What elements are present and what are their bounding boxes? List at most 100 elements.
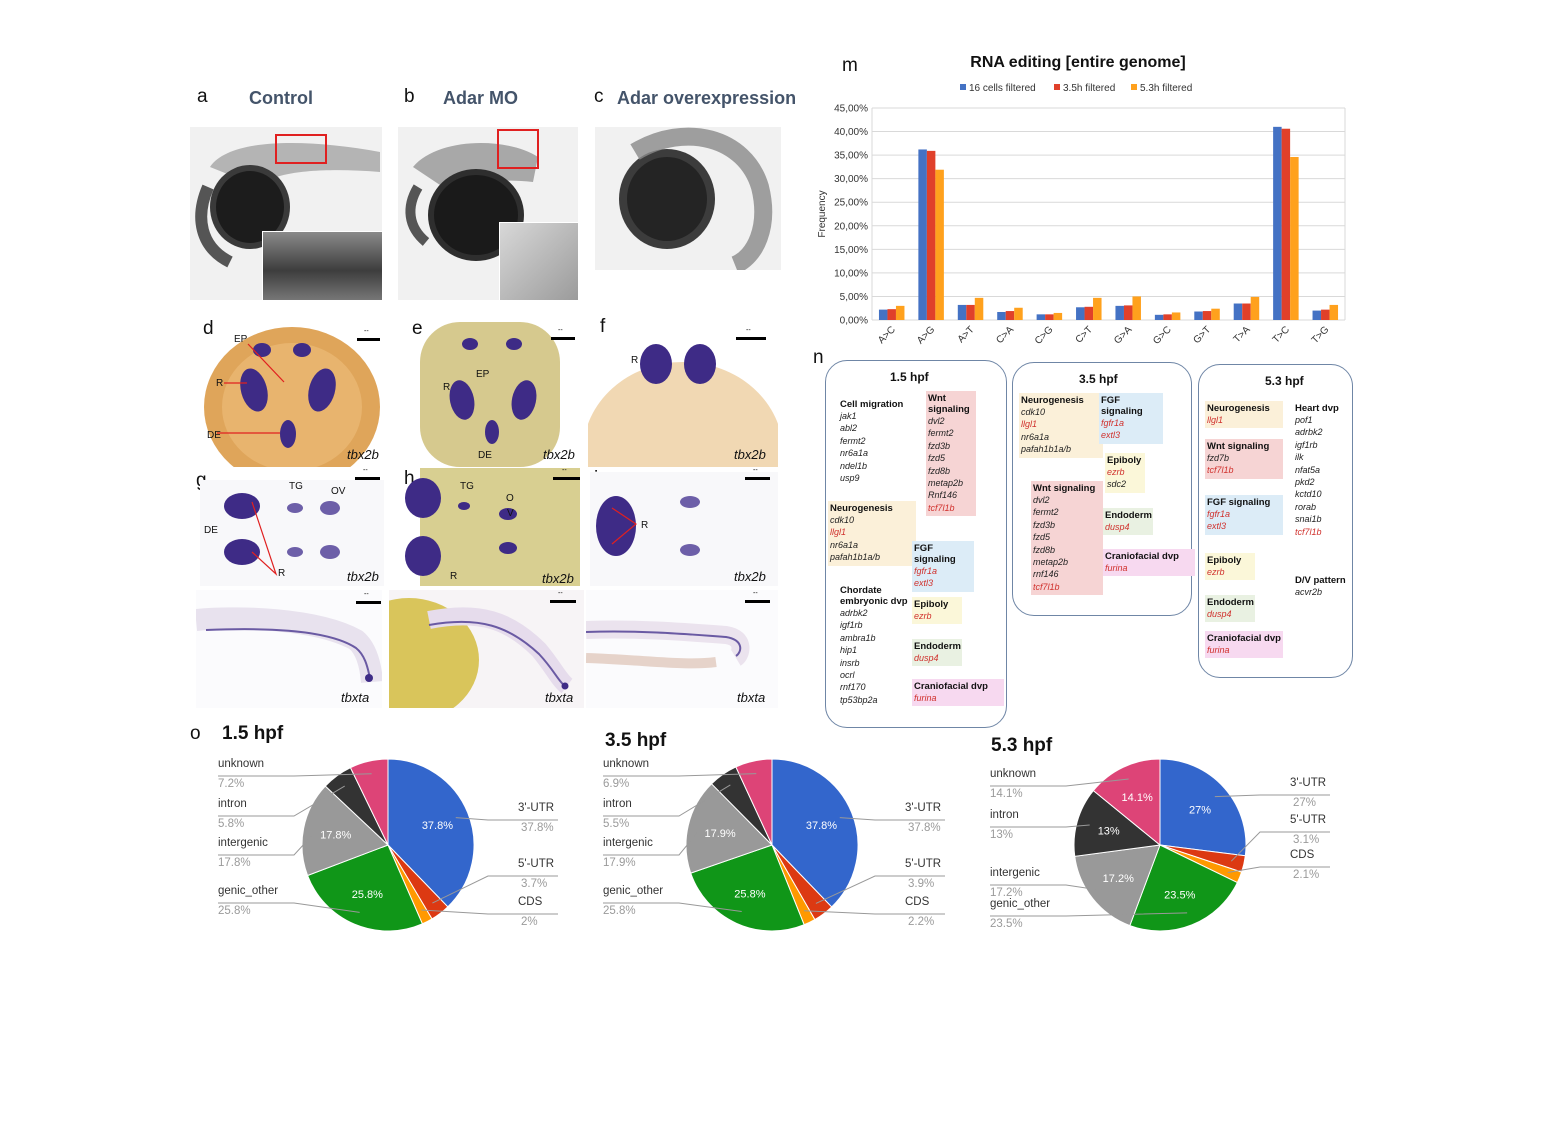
pie-legend-label: unknown — [603, 758, 650, 770]
pie-legend-label: 3'-UTR — [1290, 777, 1327, 789]
gene-name: fzd8b — [928, 465, 951, 476]
pie-legend-label: intergenic — [603, 837, 653, 849]
gene-name: rorab — [1295, 501, 1317, 512]
gene-label-d: tbx2b — [347, 447, 379, 462]
label-ep-d: EP — [234, 334, 248, 345]
bar — [1290, 156, 1299, 320]
pie-slice — [771, 844, 816, 926]
label-r-e: R — [443, 382, 451, 393]
scale-bar-h — [553, 477, 580, 480]
go-category: Wnt signaling dvl2 fermt2 fzd3b fzd5 fzd8b met… — [926, 391, 976, 517]
bar — [1014, 307, 1023, 320]
legend-entry: 16 cells filtered — [969, 83, 1036, 94]
pie-slice — [690, 844, 805, 932]
panel-letter-f: f — [600, 316, 606, 337]
gene-name: sdc2 — [1107, 479, 1127, 490]
scale-tick-d: -- — [364, 328, 369, 335]
pie-slice — [735, 758, 773, 846]
gene-name: ambra1b — [840, 632, 876, 643]
go-category: FGF signaling fgfr1a extl3 — [1099, 393, 1163, 444]
label-r-f: R — [631, 355, 639, 366]
gene-name: fzd3b — [928, 440, 951, 451]
label-ov-g: OV — [331, 486, 346, 497]
y-tick-label: 30,00% — [834, 174, 868, 185]
ish-photo-g — [200, 480, 384, 586]
panel-letter-d: d — [203, 318, 214, 339]
gene-name: furina — [1105, 563, 1128, 573]
go-category: Chordate embryonic dvp adrbk2 igf1rb ambra1… — [838, 583, 916, 708]
pie-leader-line — [803, 910, 945, 915]
label-r-h: R — [450, 571, 458, 582]
x-tick-label: A>C — [876, 324, 898, 346]
go-category-title: Neurogenesis — [1207, 403, 1270, 414]
go-category-title: Neurogenesis — [1021, 395, 1084, 406]
go-box-title: 3.5 hpf — [1079, 372, 1118, 386]
pie-legend-label: intergenic — [218, 837, 268, 849]
gene-name: igf1rb — [1295, 439, 1318, 450]
pie-leader-line — [990, 824, 1090, 828]
label-de-d: DE — [207, 430, 221, 441]
pie-leader-line — [990, 912, 1188, 917]
bar — [887, 309, 896, 320]
pie-legend-value: 7.2% — [218, 778, 245, 790]
gene-name: fzd5 — [928, 453, 946, 464]
pie-slice — [685, 783, 773, 874]
pie-leader-line — [603, 773, 757, 777]
y-tick-label: 15,00% — [834, 245, 868, 256]
pie-leader-line — [839, 817, 945, 821]
gene-name: nr6a1a — [840, 448, 869, 459]
chart-title: RNA editing [entire genome] — [970, 54, 1185, 71]
pie-legend-label: unknown — [990, 768, 1037, 780]
gene-name: fgfr1a — [1101, 418, 1125, 428]
gene-name: llgl1 — [1021, 419, 1038, 430]
rna-editing-bar-chart: RNA editing [entire genome] 16 cells filt… — [817, 54, 1346, 347]
gene-name: pkd2 — [1295, 477, 1315, 488]
x-tick-label: C>A — [994, 324, 1016, 346]
pie-slice — [1073, 789, 1162, 857]
scale-bar-f — [736, 337, 766, 340]
pie-legend-label: intron — [990, 809, 1019, 821]
pie-leader-line — [421, 909, 558, 915]
go-category: Wnt signaling dvl2 fermt2 fzd3b fzd5 fzd8b met… — [1031, 481, 1103, 596]
go-category: FGF signaling fgfr1a extl3 — [912, 541, 974, 592]
gene-name: metap2b — [1033, 557, 1069, 568]
pie-slice — [387, 758, 475, 908]
pie-title: 1.5 hpf — [222, 723, 284, 744]
go-category: Neurogenesis llgl1 — [1205, 401, 1283, 429]
bar — [935, 169, 944, 320]
x-tick-label: G>C — [1151, 324, 1174, 347]
label-de-e: DE — [478, 450, 492, 461]
embryo-photo-adar-mo — [398, 127, 578, 300]
pie-legend-label: 5'-UTR — [905, 858, 942, 870]
pie-legend-label: 3'-UTR — [518, 802, 555, 814]
gene-name: fermt2 — [1033, 507, 1059, 518]
gene-name: ilk — [1295, 452, 1304, 463]
go-category: Neurogenesis cdk10 llgl1 nr6a1a pafah1b1a/b — [1019, 393, 1103, 458]
ish-photo-k — [389, 590, 584, 708]
bar — [918, 149, 927, 320]
ish-photo-d — [202, 322, 382, 467]
pie-legend-label: 5'-UTR — [1290, 814, 1327, 826]
gene-name: abl2 — [840, 423, 858, 434]
bar — [1132, 296, 1141, 320]
pie-legend-value: 17.2% — [990, 887, 1023, 899]
gene-name: nr6a1a — [1021, 431, 1050, 442]
gene-name: dvl2 — [928, 416, 945, 426]
pie-legend-label: intergenic — [990, 867, 1040, 879]
inset-somites-mo — [499, 222, 578, 300]
go-box-title: 5.3 hpf — [1265, 374, 1304, 388]
gene-name: tcf7l1b — [1033, 581, 1060, 592]
go-category: Endoderm dusp4 — [912, 639, 962, 667]
pie-slice — [1159, 758, 1247, 857]
gene-name: Rnf146 — [928, 490, 958, 501]
gene-name: tcf7l1b — [1295, 526, 1322, 537]
bar — [1123, 305, 1133, 320]
x-tick-label: C>G — [1033, 324, 1056, 347]
gene-name: extl3 — [1207, 521, 1227, 532]
bar — [926, 150, 936, 320]
pie-legend-label: 3'-UTR — [905, 802, 942, 814]
inset-somites-control — [262, 231, 382, 300]
bar — [1093, 297, 1102, 320]
y-tick-label: 0,00% — [840, 316, 868, 327]
y-tick-label: 35,00% — [834, 151, 868, 162]
